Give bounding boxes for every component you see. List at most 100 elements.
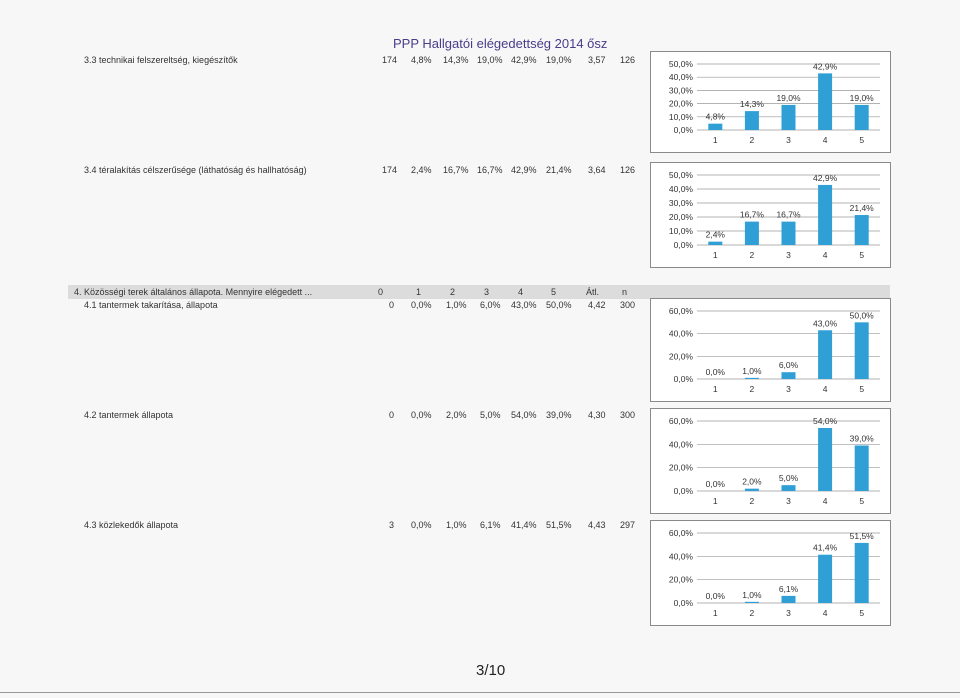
section-header-col: 2 xyxy=(450,287,456,297)
bar xyxy=(854,104,869,130)
y-tick-label: 0,0% xyxy=(674,125,694,135)
y-tick-label: 10,0% xyxy=(669,112,694,122)
y-tick-label: 40,0% xyxy=(669,439,694,449)
chart-frame-3-3: 0,0% 10,0% 20,0% 30,0% 40,0% 50,0% 4,8% 1 14,3% 2… xyxy=(650,51,891,153)
row-cell: 126 xyxy=(620,55,636,65)
section-header-band xyxy=(68,285,890,299)
row-label: 3.3 technikai felszereltség, kiegészítők xyxy=(84,55,238,65)
page-title: PPP Hallgatói elégedettség 2014 ősz xyxy=(393,36,608,51)
page-edge-divider xyxy=(0,692,960,693)
x-tick-label: 3 xyxy=(786,250,791,260)
section-header-label: 4. Közösségi terek általános állapota. M… xyxy=(74,287,313,297)
row-cell: 42,9% xyxy=(511,55,537,65)
row-cell: 39,0% xyxy=(546,410,572,420)
bar xyxy=(744,111,759,130)
data-label: 0,0% xyxy=(706,367,726,377)
x-tick-label: 2 xyxy=(750,608,755,618)
row-label: 3.4 téralakítás célszerűsége (láthatóság… xyxy=(84,165,307,175)
row-cell: 126 xyxy=(620,165,636,175)
data-label: 54,0% xyxy=(813,416,838,426)
data-label: 2,0% xyxy=(742,477,762,487)
y-tick-label: 20,0% xyxy=(669,212,694,222)
row-cell: 0,0% xyxy=(411,520,432,530)
row-cell: 42,9% xyxy=(511,165,537,175)
y-tick-label: 60,0% xyxy=(669,306,694,316)
bar xyxy=(818,330,833,379)
data-label: 50,0% xyxy=(850,310,875,320)
bar xyxy=(854,445,869,491)
bar xyxy=(708,123,723,130)
data-label: 2,4% xyxy=(706,230,726,240)
chart-frame-4-1: 0,0% 20,0% 40,0% 60,0% 0,0% 1 1,0% 2 6,0% 3 43,0% 4… xyxy=(650,298,891,402)
bar xyxy=(854,542,869,603)
section-header-col: 1 xyxy=(416,287,422,297)
bar-chart-4-2: 0,0% 20,0% 40,0% 60,0% 0,0% 1 2,0% 2 5,0% 3 54,0% 4… xyxy=(669,416,880,506)
data-label: 6,0% xyxy=(779,360,799,370)
bar xyxy=(781,372,796,379)
y-tick-label: 60,0% xyxy=(669,528,694,538)
row-cell: 19,0% xyxy=(477,55,503,65)
chart-frame-4-3: 0,0% 20,0% 40,0% 60,0% 0,0% 1 1,0% 2 6,1% 3 41,4% 4… xyxy=(650,520,891,626)
x-tick-label: 2 xyxy=(750,250,755,260)
row-cell: 3,64 xyxy=(588,165,606,175)
data-label: 51,5% xyxy=(850,531,875,541)
data-label: 14,3% xyxy=(740,99,765,109)
row-cell: 297 xyxy=(620,520,636,530)
bar xyxy=(744,601,759,603)
y-tick-label: 0,0% xyxy=(674,240,694,250)
data-label: 5,0% xyxy=(779,473,799,483)
y-tick-label: 0,0% xyxy=(674,598,694,608)
row-cell: 0 xyxy=(389,300,395,310)
y-tick-label: 40,0% xyxy=(669,329,694,339)
section-header-col: 0 xyxy=(378,287,384,297)
row-cell: 16,7% xyxy=(477,165,503,175)
row-cell: 43,0% xyxy=(511,300,537,310)
row-cell: 4,42 xyxy=(588,300,606,310)
bar xyxy=(854,215,869,245)
row-cell: 19,0% xyxy=(546,55,572,65)
data-label: 43,0% xyxy=(813,318,838,328)
data-label: 16,7% xyxy=(740,210,765,220)
bar xyxy=(744,377,759,379)
x-tick-label: 5 xyxy=(859,250,864,260)
row-cell: 3 xyxy=(389,520,395,530)
row-cell: 174 xyxy=(382,55,398,65)
x-tick-label: 4 xyxy=(823,384,828,394)
bar xyxy=(818,428,833,491)
y-tick-label: 20,0% xyxy=(669,99,694,109)
section-header-col: 4 xyxy=(518,287,524,297)
bar-chart-3-3: 0,0% 10,0% 20,0% 30,0% 40,0% 50,0% 4,8% 1 14,3% 2… xyxy=(669,59,880,145)
row-cell: 4,43 xyxy=(588,520,606,530)
data-label: 0,0% xyxy=(706,479,726,489)
data-label: 42,9% xyxy=(813,173,838,183)
x-tick-label: 2 xyxy=(750,496,755,506)
x-tick-label: 4 xyxy=(823,135,828,145)
data-label: 6,1% xyxy=(779,584,799,594)
y-tick-label: 30,0% xyxy=(669,198,694,208)
y-tick-label: 40,0% xyxy=(669,551,694,561)
x-tick-label: 5 xyxy=(859,496,864,506)
row-cell: 51,5% xyxy=(546,520,572,530)
y-tick-label: 20,0% xyxy=(669,463,694,473)
row-cell: 5,0% xyxy=(480,410,501,420)
row-cell: 50,0% xyxy=(546,300,572,310)
row-cell: 300 xyxy=(620,410,636,420)
y-tick-label: 50,0% xyxy=(669,59,694,69)
section-header-col: Átl. xyxy=(586,287,600,297)
bar xyxy=(818,554,833,603)
row-cell: 6,0% xyxy=(480,300,501,310)
row-cell: 1,0% xyxy=(446,300,467,310)
chart-frame-4-2: 0,0% 20,0% 40,0% 60,0% 0,0% 1 2,0% 2 5,0% 3 54,0% 4… xyxy=(650,408,891,514)
row-cell: 6,1% xyxy=(480,520,501,530)
y-tick-label: 60,0% xyxy=(669,416,694,426)
x-tick-label: 1 xyxy=(713,135,718,145)
row-cell: 3,57 xyxy=(588,55,606,65)
bar-chart-4-1: 0,0% 20,0% 40,0% 60,0% 0,0% 1 1,0% 2 6,0% 3 43,0% 4… xyxy=(669,306,880,394)
x-tick-label: 4 xyxy=(823,496,828,506)
y-tick-label: 30,0% xyxy=(669,85,694,95)
data-label: 41,4% xyxy=(813,543,838,553)
row-cell: 16,7% xyxy=(443,165,469,175)
data-label: 1,0% xyxy=(742,590,762,600)
section-header-col: 5 xyxy=(551,287,557,297)
